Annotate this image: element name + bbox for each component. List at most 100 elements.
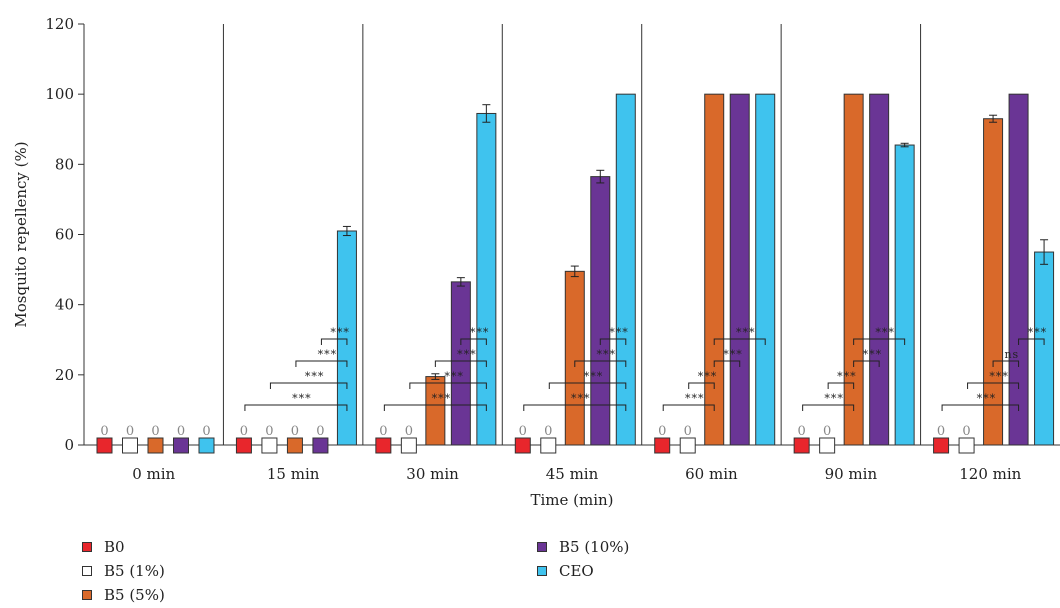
zero-label: 0 [177,424,185,439]
legend-label: B0 [104,538,125,556]
significance-label: *** [824,392,844,405]
bar [704,93,725,446]
zero-label: 0 [240,424,248,439]
legend-item: B5 (1%) [82,559,165,583]
significance-label: *** [330,326,350,339]
zero-bar-marker [514,437,531,454]
bar [755,93,776,446]
significance-bracket [992,360,1020,367]
bar [425,376,446,446]
bar [729,93,750,446]
significance-bracket [460,338,487,345]
zero-bar-marker [198,437,215,454]
significance-label: *** [597,348,617,361]
zero-bar-marker [793,437,810,454]
zero-label: 0 [100,424,108,439]
legend-col-2: B5 (10%) CEO [537,535,629,583]
significance-label: *** [609,326,629,339]
zero-bar-marker [958,437,975,454]
axis-labels: 0 min 15 min 30 min 45 min 60 min 90 min 120 m… [12,141,1022,509]
y-tick-label: 100 [45,85,74,103]
zero-bar-marker [540,437,557,454]
significance-bracket [967,382,1020,389]
bar [476,112,497,446]
zero-label: 0 [379,424,387,439]
significance-label: *** [698,370,718,383]
y-tick-label: 40 [55,296,74,314]
significance-bracket [853,338,906,345]
significance-label: *** [470,326,490,339]
zero-label: 0 [937,424,945,439]
zero-bar-marker [96,437,113,454]
significance-label: *** [863,348,883,361]
zero-label: 0 [316,424,324,439]
significance-bracket [599,338,627,345]
significance-label: *** [292,392,312,405]
significance-label: *** [1028,326,1048,339]
significance-bracket [523,404,627,411]
significance-label: *** [723,348,743,361]
x-tick-label: 60 min [685,465,738,483]
significance-label: *** [571,392,591,405]
legend-col-1: B0 B5 (1%) B5 (5%) [82,535,165,607]
significance-label: ns [1004,348,1019,361]
significance-bracket [434,360,487,367]
y-tick-label: 20 [55,366,74,384]
legend-label: B5 (1%) [104,562,165,580]
legend-swatch [537,566,547,576]
significance-label: *** [318,348,338,361]
significance-bracket [941,404,1020,411]
bar [869,93,890,446]
y-tick-label: 80 [55,155,74,173]
legend-item: B5 (10%) [537,535,629,559]
x-tick-label: 0 min [132,465,175,483]
x-tick-label: 45 min [546,465,599,483]
significance-label: *** [875,326,895,339]
significance-label: *** [685,392,705,405]
significance-bracket [295,360,348,367]
significance-bracket [662,404,715,411]
significance-bracket [574,360,627,367]
zero-label: 0 [544,424,552,439]
zero-label: 0 [962,424,970,439]
zero-bar-marker [375,437,392,454]
zero-bar-marker [261,437,278,454]
significance-bracket [548,382,627,389]
legend-item: B5 (5%) [82,583,165,607]
zero-label: 0 [519,424,527,439]
bar [894,144,915,446]
zero-label: 0 [265,424,273,439]
bar [1034,251,1055,446]
legend-label: CEO [559,562,594,580]
bar [615,93,636,446]
legend-swatch [82,566,92,576]
bar [1008,93,1029,446]
significance-bracket [827,382,855,389]
significance-label: *** [305,370,325,383]
significance-bracket [383,404,487,411]
significance-label: *** [457,348,477,361]
bar [450,281,471,446]
zero-label: 0 [658,424,666,439]
significance-label: *** [989,370,1009,383]
bar [564,270,585,446]
bars: 0 0 0 0 0 0 0 0 0 0 0 0 0 0 0 0 0 0 0 [96,93,1055,454]
legend-label: B5 (5%) [104,586,165,604]
zero-label: 0 [405,424,413,439]
zero-label: 0 [823,424,831,439]
y-tick-label: 120 [45,15,74,33]
significance-bracket [688,382,715,389]
significance-bracket [269,382,348,389]
zero-label: 0 [202,424,210,439]
significance-label: *** [584,370,604,383]
significance-annotations: *** *** *** *** *** *** *** *** *** *** *** *** *** *… [244,326,1048,411]
significance-bracket [713,360,741,367]
x-tick-label: 90 min [825,465,878,483]
zero-bar-marker [312,437,329,454]
x-axis-title: Time (min) [530,491,613,509]
zero-bar-marker [819,437,836,454]
legend-swatch [537,542,547,552]
significance-bracket [320,338,348,345]
significance-bracket [1018,338,1045,345]
